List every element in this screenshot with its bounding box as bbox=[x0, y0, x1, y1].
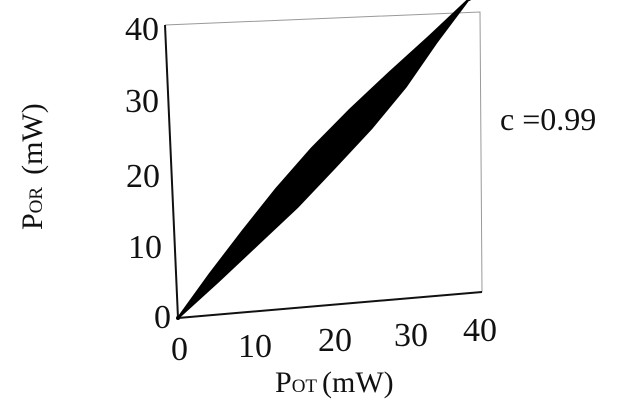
data-point bbox=[357, 116, 362, 121]
y-tick-labels: 40 30 20 10 0 bbox=[125, 11, 171, 336]
y-axis-label-unit: (mW) bbox=[16, 103, 49, 175]
data-point bbox=[176, 316, 180, 320]
x-axis-label-sub: OT bbox=[292, 376, 318, 397]
x-axis bbox=[177, 291, 483, 319]
plot-frame bbox=[164, 11, 483, 293]
y-tick-label-20: 20 bbox=[126, 158, 160, 195]
y-tick-label-30: 30 bbox=[125, 83, 159, 120]
data-point bbox=[467, 0, 471, 1]
scatter-tail bbox=[356, 78, 401, 143]
x-axis-label: POT (mW) bbox=[275, 366, 394, 399]
data-point bbox=[321, 156, 326, 161]
x-tick-label-0: 0 bbox=[171, 331, 188, 368]
x-axis-label-main: P bbox=[275, 366, 292, 399]
x-axis-label-unit: (mW) bbox=[322, 366, 394, 399]
y-tick-label-0: 0 bbox=[154, 299, 171, 336]
data-point bbox=[212, 276, 217, 281]
y-axis-label-main: P bbox=[16, 213, 49, 230]
y-axis-label-sub: OR bbox=[26, 187, 47, 214]
data-point bbox=[285, 196, 290, 201]
data-point bbox=[430, 36, 435, 41]
x-tick-label-30: 30 bbox=[394, 317, 428, 354]
x-tick-label-10: 10 bbox=[238, 328, 272, 365]
y-axis-label: POR (mW) bbox=[16, 103, 49, 230]
correlation-annotation: c =0.99 bbox=[500, 101, 596, 137]
x-tick-label-40: 40 bbox=[463, 312, 497, 349]
data-point bbox=[248, 236, 253, 241]
data-point bbox=[394, 76, 399, 81]
x-tick-labels: 0 10 20 30 40 bbox=[171, 312, 497, 368]
data-layer bbox=[176, 0, 471, 320]
y-tick-label-10: 10 bbox=[128, 229, 162, 266]
y-tick-label-40: 40 bbox=[125, 11, 159, 48]
y-axis bbox=[164, 24, 179, 319]
x-tick-label-20: 20 bbox=[318, 322, 352, 359]
